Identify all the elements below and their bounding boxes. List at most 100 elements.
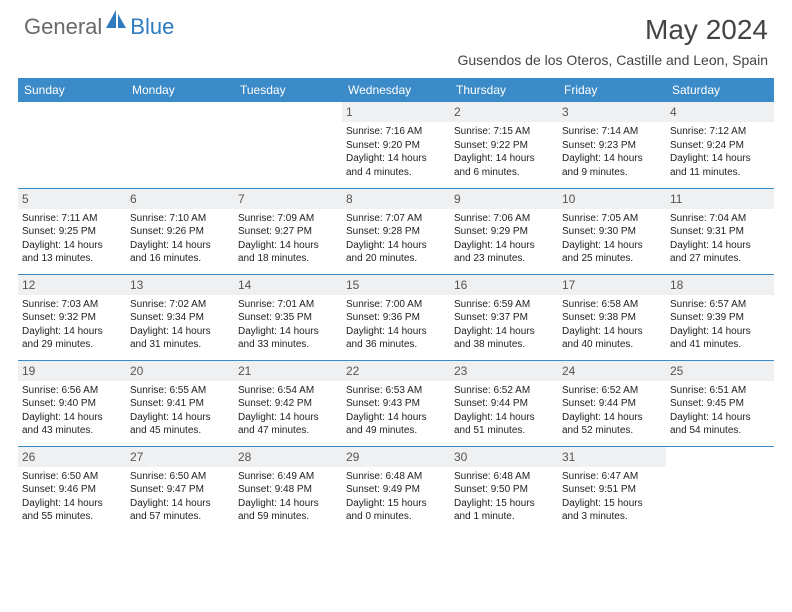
sunrise-line: Sunrise: 7:02 AM	[130, 298, 230, 312]
day-number: 28	[234, 447, 342, 467]
day-number: 24	[558, 361, 666, 381]
calendar-week-row: 5Sunrise: 7:11 AMSunset: 9:25 PMDaylight…	[18, 188, 774, 274]
daylight-line: Daylight: 14 hours and 45 minutes.	[130, 411, 230, 438]
sunset-line: Sunset: 9:28 PM	[346, 225, 446, 239]
day-number: 15	[342, 275, 450, 295]
weekday-header: Sunday	[18, 78, 126, 102]
sunset-line: Sunset: 9:48 PM	[238, 483, 338, 497]
day-number: 23	[450, 361, 558, 381]
day-number: 8	[342, 189, 450, 209]
day-number: 20	[126, 361, 234, 381]
sunset-line: Sunset: 9:36 PM	[346, 311, 446, 325]
day-number: 17	[558, 275, 666, 295]
sunset-line: Sunset: 9:49 PM	[346, 483, 446, 497]
calendar-day-cell: 2Sunrise: 7:15 AMSunset: 9:22 PMDaylight…	[450, 102, 558, 188]
daylight-line: Daylight: 14 hours and 49 minutes.	[346, 411, 446, 438]
sunset-line: Sunset: 9:42 PM	[238, 397, 338, 411]
day-number: 13	[126, 275, 234, 295]
calendar-day-cell: 11Sunrise: 7:04 AMSunset: 9:31 PMDayligh…	[666, 188, 774, 274]
daylight-line: Daylight: 14 hours and 27 minutes.	[670, 239, 770, 266]
day-number: 7	[234, 189, 342, 209]
calendar-day-cell: 26Sunrise: 6:50 AMSunset: 9:46 PMDayligh…	[18, 446, 126, 532]
calendar-header-row: SundayMondayTuesdayWednesdayThursdayFrid…	[18, 78, 774, 102]
sunrise-line: Sunrise: 7:16 AM	[346, 125, 446, 139]
sunset-line: Sunset: 9:44 PM	[562, 397, 662, 411]
calendar-week-row: 1Sunrise: 7:16 AMSunset: 9:20 PMDaylight…	[18, 102, 774, 188]
sunrise-line: Sunrise: 6:59 AM	[454, 298, 554, 312]
sunrise-line: Sunrise: 7:05 AM	[562, 212, 662, 226]
daylight-line: Daylight: 14 hours and 20 minutes.	[346, 239, 446, 266]
sunset-line: Sunset: 9:24 PM	[670, 139, 770, 153]
sunrise-line: Sunrise: 6:53 AM	[346, 384, 446, 398]
calendar-day-cell: 13 Sunrise: 7:02 AMSunset: 9:34 PMDayligh…	[126, 274, 234, 360]
sunset-line: Sunset: 9:35 PM	[238, 311, 338, 325]
sunrise-line: Sunrise: 7:03 AM	[22, 298, 122, 312]
sunset-line: Sunset: 9:22 PM	[454, 139, 554, 153]
daylight-line: Daylight: 14 hours and 51 minutes.	[454, 411, 554, 438]
day-number: 27	[126, 447, 234, 467]
sunset-line: Sunset: 9:32 PM	[22, 311, 122, 325]
calendar-body: 1Sunrise: 7:16 AMSunset: 9:20 PMDaylight…	[18, 102, 774, 532]
calendar-day-cell: 6Sunrise: 7:10 AMSunset: 9:26 PMDaylight…	[126, 188, 234, 274]
daylight-line: Daylight: 14 hours and 43 minutes.	[22, 411, 122, 438]
sunrise-line: Sunrise: 6:52 AM	[562, 384, 662, 398]
calendar-day-cell: 1Sunrise: 7:16 AMSunset: 9:20 PMDaylight…	[342, 102, 450, 188]
daylight-line: Daylight: 14 hours and 9 minutes.	[562, 152, 662, 179]
daylight-line: Daylight: 14 hours and 13 minutes.	[22, 239, 122, 266]
day-number: 22	[342, 361, 450, 381]
calendar-day-cell	[126, 102, 234, 188]
daylight-line: Daylight: 15 hours and 0 minutes.	[346, 497, 446, 524]
sunrise-line: Sunrise: 6:52 AM	[454, 384, 554, 398]
sunset-line: Sunset: 9:31 PM	[670, 225, 770, 239]
calendar-day-cell: 21Sunrise: 6:54 AMSunset: 9:42 PMDayligh…	[234, 360, 342, 446]
weekday-header: Tuesday	[234, 78, 342, 102]
calendar-day-cell: 27Sunrise: 6:50 AMSunset: 9:47 PMDayligh…	[126, 446, 234, 532]
daylight-line: Daylight: 14 hours and 41 minutes.	[670, 325, 770, 352]
sunrise-line: Sunrise: 7:15 AM	[454, 125, 554, 139]
location-subtitle: Gusendos de los Oteros, Castille and Leo…	[457, 52, 768, 68]
daylight-line: Daylight: 14 hours and 52 minutes.	[562, 411, 662, 438]
brand-logo: General Blue	[24, 14, 174, 40]
daylight-line: Daylight: 14 hours and 4 minutes.	[346, 152, 446, 179]
day-number: 12	[18, 275, 126, 295]
daylight-line: Daylight: 14 hours and 18 minutes.	[238, 239, 338, 266]
sunrise-line: Sunrise: 6:55 AM	[130, 384, 230, 398]
sunset-line: Sunset: 9:20 PM	[346, 139, 446, 153]
logo-word-blue: Blue	[130, 14, 174, 40]
sunset-line: Sunset: 9:47 PM	[130, 483, 230, 497]
day-number: 19	[18, 361, 126, 381]
calendar-day-cell: 8Sunrise: 7:07 AMSunset: 9:28 PMDaylight…	[342, 188, 450, 274]
sunrise-line: Sunrise: 7:09 AM	[238, 212, 338, 226]
sunrise-line: Sunrise: 6:50 AM	[22, 470, 122, 484]
sunrise-line: Sunrise: 6:56 AM	[22, 384, 122, 398]
daylight-line: Daylight: 14 hours and 47 minutes.	[238, 411, 338, 438]
sunrise-line: Sunrise: 6:49 AM	[238, 470, 338, 484]
calendar-day-cell: 14Sunrise: 7:01 AMSunset: 9:35 PMDayligh…	[234, 274, 342, 360]
daylight-line: Daylight: 14 hours and 31 minutes.	[130, 325, 230, 352]
page-title: May 2024	[457, 14, 768, 46]
daylight-line: Daylight: 14 hours and 54 minutes.	[670, 411, 770, 438]
sunrise-line: Sunrise: 6:57 AM	[670, 298, 770, 312]
calendar-day-cell: 17Sunrise: 6:58 AMSunset: 9:38 PMDayligh…	[558, 274, 666, 360]
calendar-day-cell: 31Sunrise: 6:47 AMSunset: 9:51 PMDayligh…	[558, 446, 666, 532]
calendar-day-cell	[18, 102, 126, 188]
sunset-line: Sunset: 9:23 PM	[562, 139, 662, 153]
day-number: 5	[18, 189, 126, 209]
calendar-day-cell	[234, 102, 342, 188]
sunset-line: Sunset: 9:40 PM	[22, 397, 122, 411]
daylight-line: Daylight: 14 hours and 33 minutes.	[238, 325, 338, 352]
daylight-line: Daylight: 14 hours and 40 minutes.	[562, 325, 662, 352]
title-block: May 2024 Gusendos de los Oteros, Castill…	[457, 14, 768, 68]
weekday-header: Friday	[558, 78, 666, 102]
daylight-line: Daylight: 14 hours and 55 minutes.	[22, 497, 122, 524]
calendar-day-cell: 23Sunrise: 6:52 AMSunset: 9:44 PMDayligh…	[450, 360, 558, 446]
sunrise-line: Sunrise: 7:00 AM	[346, 298, 446, 312]
calendar-week-row: 19Sunrise: 6:56 AMSunset: 9:40 PMDayligh…	[18, 360, 774, 446]
calendar-day-cell: 20Sunrise: 6:55 AMSunset: 9:41 PMDayligh…	[126, 360, 234, 446]
weekday-header: Thursday	[450, 78, 558, 102]
sunrise-line: Sunrise: 6:47 AM	[562, 470, 662, 484]
daylight-line: Daylight: 14 hours and 25 minutes.	[562, 239, 662, 266]
calendar-day-cell: 4Sunrise: 7:12 AMSunset: 9:24 PMDaylight…	[666, 102, 774, 188]
sunset-line: Sunset: 9:34 PM	[130, 311, 230, 325]
sunrise-line: Sunrise: 6:48 AM	[454, 470, 554, 484]
